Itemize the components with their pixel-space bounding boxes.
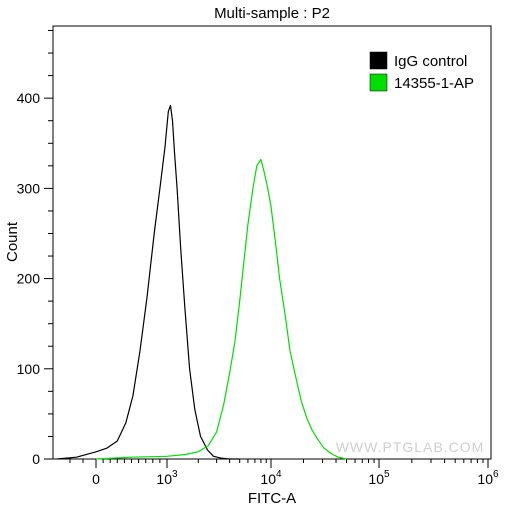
series-line-2 — [95, 158, 347, 460]
y-tick-label: 200 — [17, 271, 41, 287]
x-tick-label: 0 — [92, 471, 100, 487]
legend-swatch — [369, 51, 388, 70]
legend-swatch — [369, 73, 388, 92]
legend-label: IgG control — [394, 53, 467, 70]
series-line-1 — [56, 104, 240, 460]
watermark-text: WWW.PTGLAB.COM — [336, 439, 485, 455]
x-tick-label: 106 — [477, 469, 499, 487]
x-tick-label: 103 — [156, 469, 178, 487]
y-tick-label: 300 — [17, 180, 41, 196]
plot-frame — [52, 25, 492, 460]
y-tick-label: 0 — [32, 451, 40, 467]
y-axis: 0 100 200 300 400 — [17, 30, 53, 467]
legend: IgG control 14355-1-AP — [369, 51, 474, 92]
x-tick-label: 104 — [260, 469, 282, 487]
legend-label: 14355-1-AP — [394, 75, 474, 92]
y-tick-label: 100 — [17, 361, 41, 377]
series-layer — [56, 104, 347, 460]
x-axis-title: FITC-A — [248, 490, 296, 507]
x-axis: 0 103 104 105 106 — [69, 459, 499, 487]
y-axis-title: Count — [4, 221, 21, 262]
x-tick-label: 105 — [368, 469, 390, 487]
chart-title: Multi-sample : P2 — [214, 5, 330, 22]
y-tick-label: 400 — [17, 90, 41, 106]
